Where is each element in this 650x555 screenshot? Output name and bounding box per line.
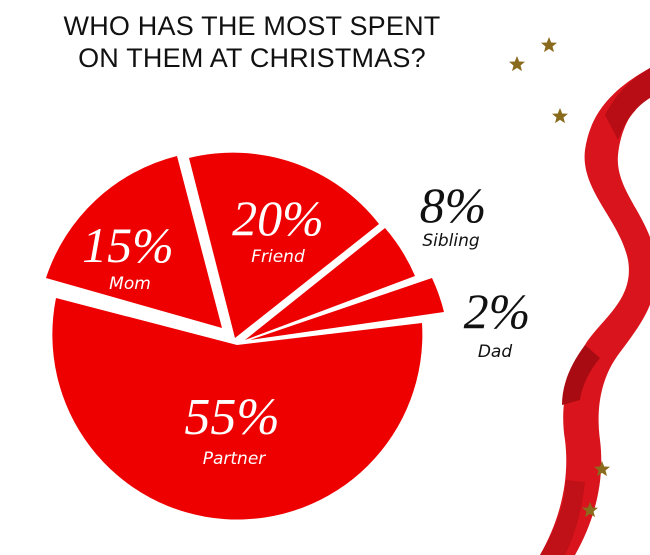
- wedge-mom[interactable]: [46, 156, 222, 328]
- chart-title: WHO HAS THE MOST SPENT ON THEM AT CHRIST…: [32, 10, 472, 74]
- star-icon: [509, 56, 525, 72]
- star-icon: [594, 461, 610, 477]
- mom-percent: 15%: [82, 217, 174, 273]
- title-line-1: WHO HAS THE MOST SPENT: [63, 11, 441, 41]
- label-mom: 15% Mom: [82, 217, 174, 294]
- wedge-dad[interactable]: [250, 278, 444, 340]
- dad-percent: 2%: [464, 283, 531, 339]
- sibling-label: Sibling: [422, 231, 480, 251]
- star-icon: [541, 37, 557, 53]
- friend-label: Friend: [251, 247, 305, 267]
- dad-label: Dad: [478, 342, 513, 362]
- wedge-partner[interactable]: [52, 298, 423, 520]
- star-icon: [552, 108, 568, 124]
- partner-percent: 55%: [184, 389, 279, 446]
- title-line-2: ON THEM AT CHRISTMAS?: [78, 43, 426, 73]
- friend-percent: 20%: [232, 190, 324, 246]
- label-dad: 2% Dad: [464, 283, 531, 362]
- wedge-sibling[interactable]: [245, 228, 415, 340]
- ribbon-decoration: [540, 68, 650, 555]
- label-partner: 55% Partner: [184, 389, 279, 469]
- wedge-friend[interactable]: [189, 152, 379, 338]
- star-decorations: [509, 37, 610, 518]
- partner-label: Partner: [203, 449, 267, 469]
- label-sibling: 8% Sibling: [420, 177, 487, 251]
- star-icon: [582, 502, 598, 518]
- sibling-percent: 8%: [420, 177, 487, 233]
- pie-wedges: [46, 152, 444, 520]
- label-friend: 20% Friend: [232, 190, 324, 267]
- mom-label: Mom: [109, 274, 151, 294]
